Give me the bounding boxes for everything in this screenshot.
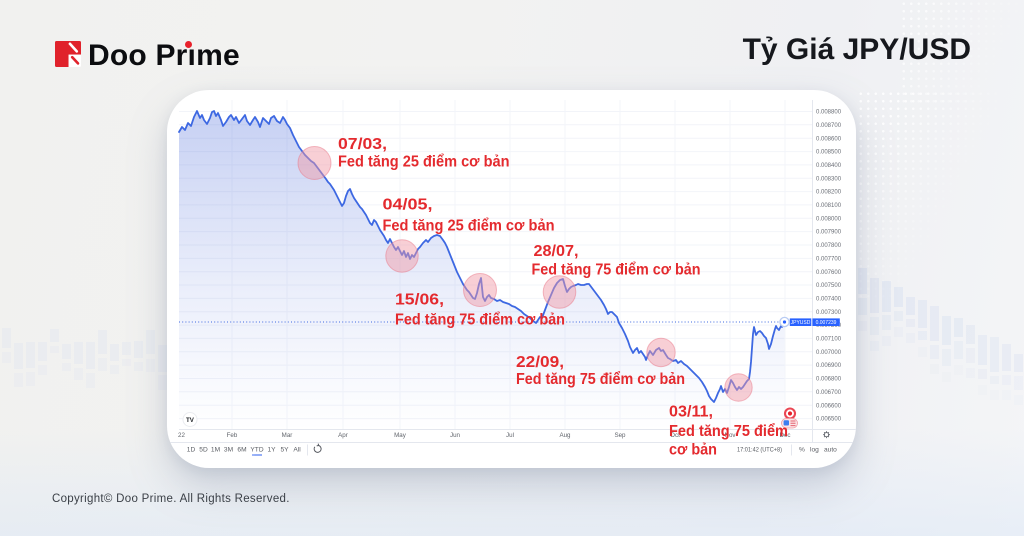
svg-text:04/05,: 04/05, — [383, 197, 433, 214]
svg-text:Aug: Aug — [559, 432, 571, 439]
svg-text:cơ bản: cơ bản — [669, 441, 717, 458]
svg-text:Oct: Oct — [670, 432, 680, 439]
svg-text:auto: auto — [824, 447, 837, 454]
svg-text:3M: 3M — [224, 447, 233, 454]
svg-text:Fed tăng 75 điểm cơ bản: Fed tăng 75 điểm cơ bản — [516, 370, 685, 388]
svg-text:0.007100: 0.007100 — [816, 337, 842, 343]
svg-text:Nov: Nov — [724, 432, 736, 439]
svg-text:0.007300: 0.007300 — [816, 310, 842, 316]
svg-text:6M: 6M — [237, 447, 246, 454]
svg-text:0.008200: 0.008200 — [816, 190, 842, 196]
svg-text:0.007700: 0.007700 — [816, 257, 842, 263]
svg-text:%: % — [799, 447, 805, 454]
svg-text:0.007500: 0.007500 — [816, 283, 842, 289]
svg-text:0.007239: 0.007239 — [816, 320, 837, 326]
svg-text:Sep: Sep — [614, 432, 626, 439]
svg-text:0.007800: 0.007800 — [816, 243, 842, 249]
svg-text:0.008300: 0.008300 — [816, 176, 842, 182]
svg-text:17:01:42 (UTC+8): 17:01:42 (UTC+8) — [737, 447, 782, 454]
svg-text:0.006700: 0.006700 — [816, 390, 842, 396]
svg-text:May: May — [394, 432, 407, 439]
svg-text:1D: 1D — [187, 447, 196, 454]
svg-text:28/07,: 28/07, — [534, 243, 579, 260]
svg-text:JPYUSD: JPYUSD — [791, 320, 811, 326]
svg-text:0.006800: 0.006800 — [816, 377, 842, 383]
svg-text:1Y: 1Y — [267, 447, 276, 454]
svg-text:0.007900: 0.007900 — [816, 230, 842, 236]
svg-text:TV: TV — [186, 417, 195, 424]
svg-text:All: All — [293, 447, 301, 454]
svg-text:Feb: Feb — [227, 432, 238, 439]
svg-text:0.008000: 0.008000 — [816, 216, 842, 222]
svg-text:0.006900: 0.006900 — [816, 363, 842, 369]
svg-text:Apr: Apr — [338, 432, 348, 439]
svg-text:log: log — [810, 447, 819, 454]
svg-text:Fed tăng 75 điểm cơ bản: Fed tăng 75 điểm cơ bản — [532, 261, 701, 279]
svg-text:15/06,: 15/06, — [395, 292, 444, 309]
svg-text:0.008500: 0.008500 — [816, 150, 842, 156]
svg-text:0.008800: 0.008800 — [816, 110, 842, 116]
svg-text:Jul: Jul — [506, 432, 514, 439]
svg-text:0.007000: 0.007000 — [816, 350, 842, 356]
svg-text:0.007600: 0.007600 — [816, 270, 842, 276]
svg-text:Mar: Mar — [282, 432, 293, 439]
svg-text:0.008600: 0.008600 — [816, 136, 842, 142]
svg-text:YTD: YTD — [250, 447, 263, 454]
svg-text:22/09,: 22/09, — [516, 354, 564, 371]
svg-text:22: 22 — [178, 432, 185, 439]
svg-text:0.007200: 0.007200 — [816, 323, 842, 329]
svg-text:Jun: Jun — [450, 432, 461, 439]
svg-text:0.008700: 0.008700 — [816, 123, 842, 129]
svg-text:Fed tăng 75 điểm cơ bản: Fed tăng 75 điểm cơ bản — [395, 310, 565, 328]
svg-text:Dec: Dec — [779, 432, 790, 439]
svg-text:Fed tăng 75 điểm: Fed tăng 75 điểm — [669, 422, 788, 440]
svg-text:0.006500: 0.006500 — [816, 417, 842, 423]
svg-text:0.008100: 0.008100 — [816, 203, 842, 209]
svg-text:07/03,: 07/03, — [338, 136, 387, 153]
svg-text:0.006600: 0.006600 — [816, 403, 842, 409]
svg-text:Fed tăng 25 điểm cơ bản: Fed tăng 25 điểm cơ bản — [383, 217, 555, 235]
svg-text:Fed tăng 25 điểm cơ bản: Fed tăng 25 điểm cơ bản — [338, 153, 510, 171]
svg-text:5D: 5D — [199, 447, 208, 454]
svg-text:0.008400: 0.008400 — [816, 163, 842, 169]
svg-text:0.007400: 0.007400 — [816, 297, 842, 303]
svg-text:1M: 1M — [211, 447, 220, 454]
svg-text:5Y: 5Y — [280, 447, 289, 454]
svg-text:03/11,: 03/11, — [669, 403, 713, 420]
